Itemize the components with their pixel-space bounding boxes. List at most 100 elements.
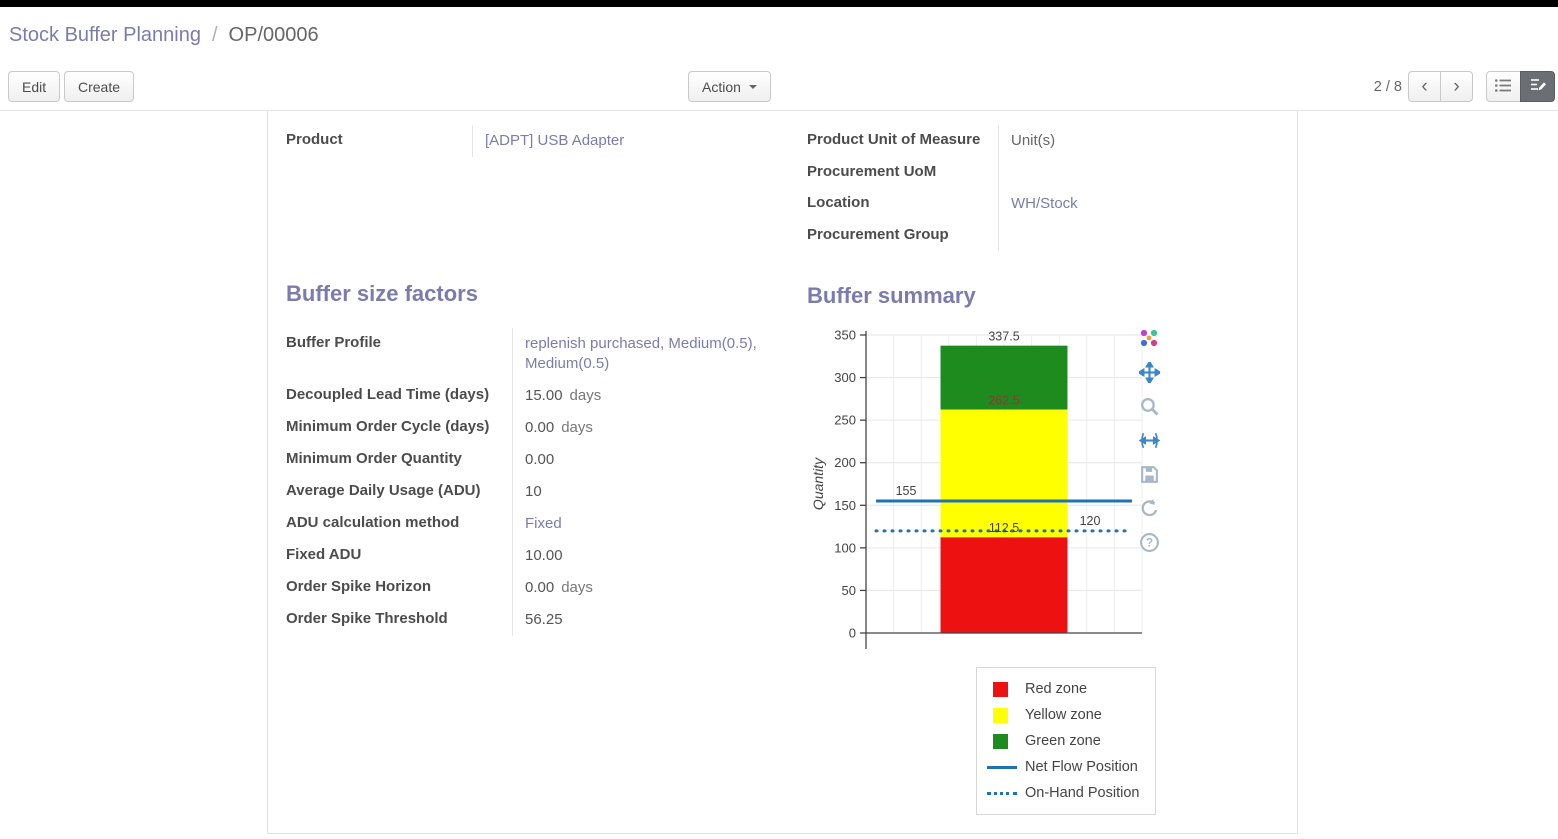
yellow-zone-bar[interactable]: [940, 409, 1068, 538]
zoom-icon[interactable]: [1137, 395, 1161, 417]
field-label-location: Location: [807, 188, 999, 220]
y-tick-label: 300: [834, 370, 856, 385]
y-tick-label: 250: [834, 413, 856, 428]
field-label-product-uom: Product Unit of Measure: [807, 125, 999, 157]
legend-label: Red zone: [1025, 681, 1088, 697]
field-value-buffer-profile[interactable]: replenish purchased, Medium(0.5), Medium…: [525, 335, 757, 372]
y-tick-label: 200: [834, 455, 856, 470]
breadcrumb-record: OP/00006: [228, 24, 319, 46]
legend-line-sample: [987, 791, 1017, 795]
y-tick-label: 350: [834, 328, 856, 343]
control-panel: Edit Create Action 2 / 8 ‹ ›: [0, 64, 1558, 111]
reset-axes-icon[interactable]: [1137, 497, 1161, 519]
field-value-location[interactable]: WH/Stock: [1011, 195, 1078, 212]
field-value-min-order-qty: 0.00: [525, 451, 555, 468]
buffer-size-factors-title: Buffer size factors: [286, 281, 478, 306]
action-dropdown-label: Action: [702, 78, 741, 95]
field-label-adu: Average Daily Usage (ADU): [286, 476, 513, 508]
buffer-summary-chart[interactable]: 0 50 100 150 200 250 300 350 337.5 262.5 112.5 155 1…: [808, 319, 1170, 661]
plotly-logo[interactable]: [1137, 327, 1161, 349]
field-label-spike-horizon: Order Spike Horizon: [286, 572, 513, 604]
pager-next-button[interactable]: ›: [1440, 71, 1473, 102]
product-group-right: Product Unit of Measure Unit(s) Procurem…: [807, 125, 1282, 251]
net-flow-position-label: 155: [896, 484, 917, 498]
field-value-product[interactable]: [ADPT] USB Adapter: [485, 132, 625, 149]
buffer-zones-plot[interactable]: 0 50 100 150 200 250 300 350 337.5 262.5 112.5 155 1…: [808, 319, 1170, 661]
legend-label: Net Flow Position: [1025, 759, 1138, 775]
save-icon[interactable]: [1137, 463, 1161, 485]
red-zone-bar[interactable]: [940, 537, 1068, 633]
autoscale-icon[interactable]: [1137, 429, 1161, 451]
field-label-dlt: Decoupled Lead Time (days): [286, 380, 513, 412]
field-value-product-uom: Unit(s): [1011, 132, 1056, 149]
y-tick-label: 100: [834, 540, 856, 555]
caret-down-icon: [748, 84, 757, 89]
field-suffix-min-order-cycle: days: [561, 419, 593, 436]
y-tick-label: 0: [849, 626, 856, 641]
view-switcher: [1486, 71, 1555, 102]
legend-item-red-zone[interactable]: Red zone: [987, 676, 1145, 702]
field-label-adu-method: ADU calculation method: [286, 508, 513, 540]
breadcrumb-separator: /: [211, 24, 218, 46]
field-label-spike-threshold: Order Spike Threshold: [286, 604, 513, 636]
y-tick-label: 150: [834, 498, 856, 513]
field-label-buffer-profile: Buffer Profile: [286, 328, 513, 380]
pager-nav: ‹ ›: [1408, 71, 1473, 102]
create-button[interactable]: Create: [64, 71, 135, 102]
buffer-summary-title: Buffer summary: [807, 283, 976, 308]
legend-label: Yellow zone: [1025, 707, 1102, 723]
field-label-fixed-adu: Fixed ADU: [286, 540, 513, 572]
field-label-procurement-uom: Procurement UoM: [807, 157, 999, 188]
field-value-spike-threshold: 56.25: [525, 611, 563, 628]
pager-previous-button[interactable]: ‹: [1408, 71, 1441, 102]
legend-line-sample: [987, 765, 1017, 769]
legend-item-green-zone[interactable]: Green zone: [987, 728, 1145, 754]
edit-button[interactable]: Edit: [8, 71, 61, 102]
field-label-min-order-cycle: Minimum Order Cycle (days): [286, 412, 513, 444]
field-value-adu: 10: [525, 483, 542, 500]
chart-legend: Red zone Yellow zone Green zone Net Flow Po…: [976, 667, 1156, 815]
pager: 2 / 8: [1374, 79, 1402, 95]
form-view-button[interactable]: [1520, 71, 1555, 102]
zone-boundary-label: 112.5: [989, 521, 1019, 535]
on-hand-position-label: 120: [1080, 514, 1101, 528]
pager-value: 2 / 8: [1373, 79, 1402, 95]
field-value-fixed-adu: 10.00: [525, 547, 563, 564]
legend-item-yellow-zone[interactable]: Yellow zone: [987, 702, 1145, 728]
field-value-adu-method[interactable]: Fixed: [525, 515, 562, 532]
legend-item-on-hand-position[interactable]: On-Hand Position: [987, 780, 1145, 806]
y-tick-label: 50: [842, 583, 856, 598]
buffer-factors-table: Buffer Profile replenish purchased, Medi…: [286, 328, 764, 636]
legend-label: Green zone: [1025, 733, 1101, 749]
field-value-spike-horizon: 0.00: [525, 579, 555, 596]
field-suffix-spike-horizon: days: [561, 579, 593, 596]
field-label-procurement-group: Procurement Group: [807, 220, 999, 251]
breadcrumb-section-link[interactable]: Stock Buffer Planning: [9, 24, 201, 46]
help-icon[interactable]: ?: [1137, 531, 1161, 553]
legend-swatch: [987, 681, 1017, 697]
chevron-left-icon: ‹: [1421, 75, 1428, 97]
form-sheet: Product [ADPT] USB Adapter Product Unit …: [267, 111, 1298, 834]
y-axis-title: Quantity: [810, 457, 826, 510]
pan-icon[interactable]: [1137, 361, 1161, 383]
field-label-min-order-qty: Minimum Order Quantity: [286, 444, 513, 476]
field-value-dlt: 15.00: [525, 387, 563, 404]
buffer-size-factors-section: Buffer size factors Buffer Profile reple…: [286, 281, 764, 636]
chart-modebar: ?: [1135, 327, 1163, 553]
svg-text:?: ?: [1145, 537, 1152, 549]
product-group-left: Product [ADPT] USB Adapter: [286, 125, 751, 157]
legend-swatch: [987, 707, 1017, 723]
chevron-right-icon: ›: [1453, 75, 1460, 97]
legend-item-net-flow-position[interactable]: Net Flow Position: [987, 754, 1145, 780]
field-value-min-order-cycle: 0.00: [525, 419, 555, 436]
legend-swatch: [987, 733, 1017, 749]
legend-label: On-Hand Position: [1025, 785, 1140, 801]
action-dropdown-button[interactable]: Action: [688, 71, 771, 102]
field-label-product: Product: [286, 125, 473, 157]
zone-boundary-label: 337.5: [988, 330, 1019, 344]
top-navbar-strip: [0, 0, 1558, 7]
green-zone-bar[interactable]: [940, 345, 1068, 410]
form-view-icon: [1530, 78, 1546, 95]
list-view-icon: [1495, 78, 1512, 95]
list-view-button[interactable]: [1486, 71, 1521, 102]
